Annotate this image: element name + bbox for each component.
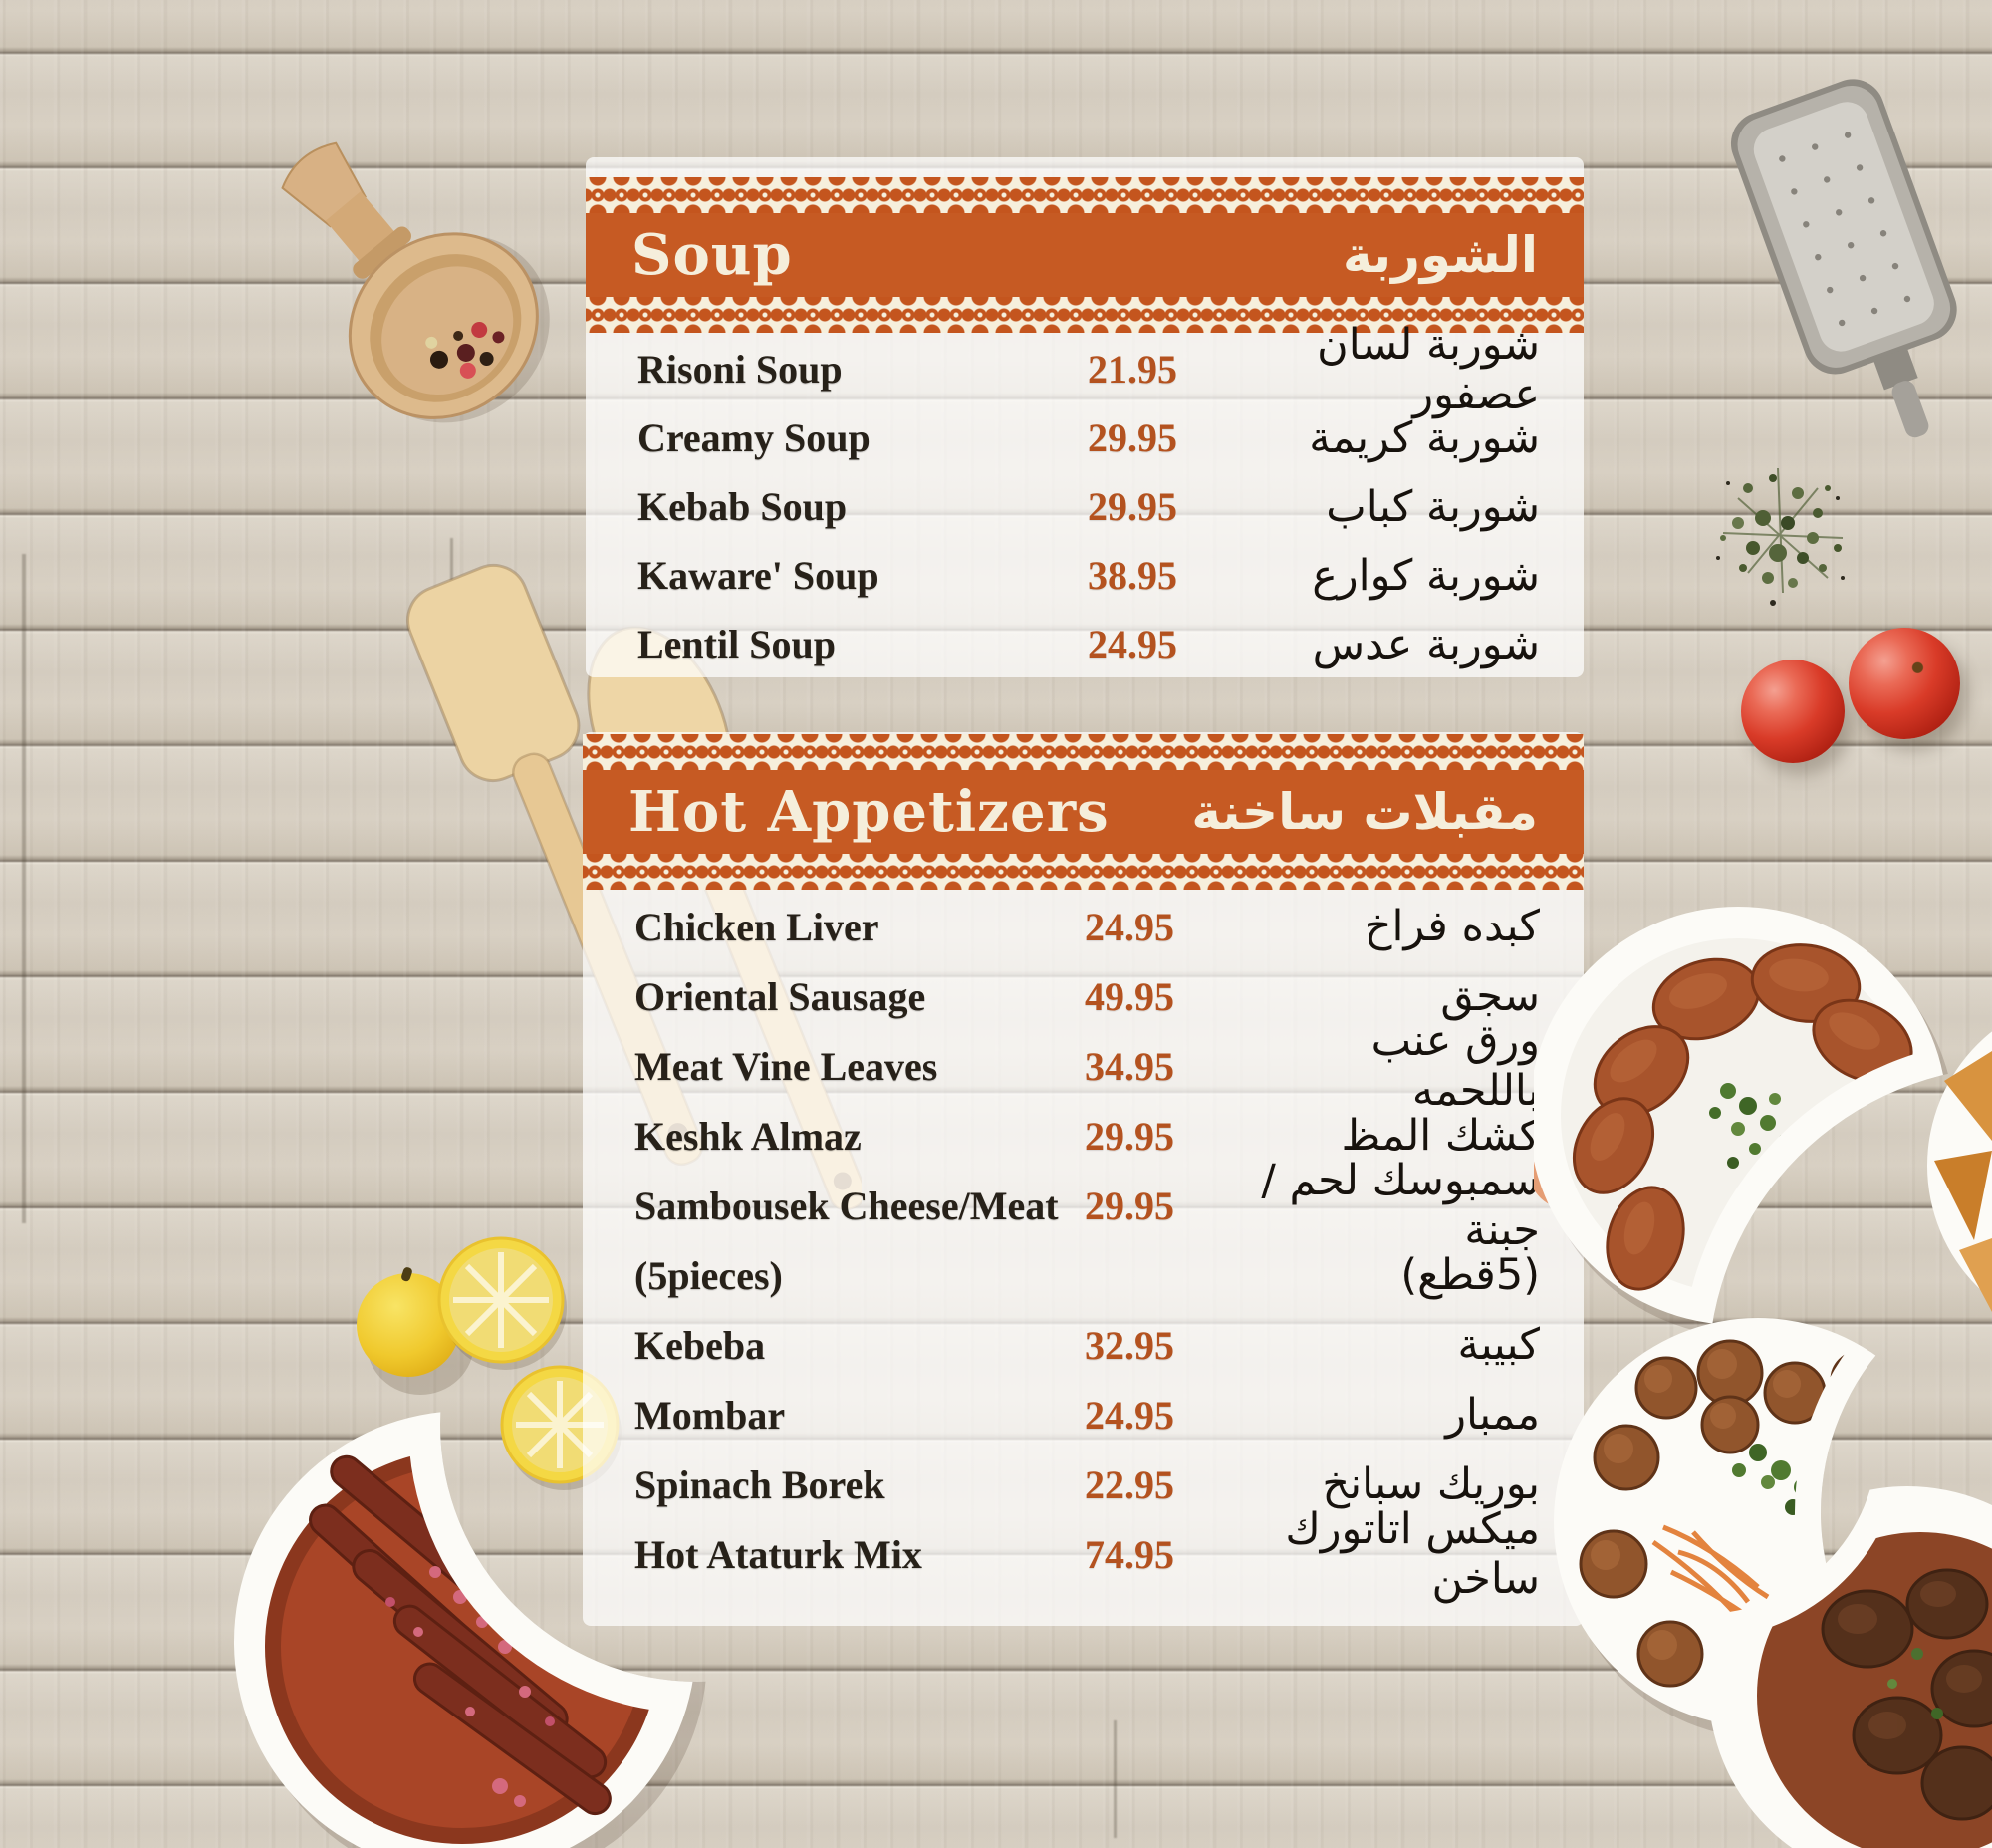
menu-item-row: Sambousek Cheese/Meat 29.95 سمبوسك لحم /جب… [583,1156,1584,1255]
section-title-en: Hot Appetizers [628,779,1110,845]
menu-item-row: Creamy Soup 29.95 شوربة كريمة [586,403,1584,472]
item-name-en: Creamy Soup [637,415,871,460]
wood-seam [22,554,26,1223]
item-name-ar: كشك المظ [1341,1111,1540,1161]
item-price: 24.95 [1085,1392,1174,1438]
item-name-en: Spinach Borek [634,1461,885,1507]
wood-seam [1114,1720,1117,1838]
menu-section-hot-appetizers: Hot Appetizers مقبلات ساخنة Chicken Live… [583,732,1584,1626]
item-name-ar: كبده فراخ [1364,902,1540,951]
item-name-en: Chicken Liver [634,904,879,949]
metal-grater-image [1730,79,1957,438]
lace-border-top [586,177,1584,213]
item-price: 29.95 [1088,484,1177,529]
kibbeh-plate-image [1534,907,1955,1337]
item-price: 32.95 [1085,1322,1174,1368]
item-price: 24.95 [1088,622,1177,666]
menu-item-row: (5pieces) (5قطع) [583,1240,1584,1310]
menu-item-row: Kebeba 32.95 كبيبة [583,1310,1584,1380]
lace-border-bottom [583,854,1584,890]
item-name-en: Mombar [634,1392,786,1438]
lace-border-bottom [586,297,1584,333]
item-name-ar: سمبوسك لحم /جبنة [1261,1156,1540,1255]
menu-item-row: Keshk Almaz 29.95 كشك المظ [583,1101,1584,1171]
menu-item-row: Meat Vine Leaves 34.95 ورق عنب باللحمه [583,1016,1584,1116]
item-name-en: Kebeba [634,1322,766,1368]
item-name-ar: شوربة كريمة [1309,412,1540,463]
menu-item-row: Spinach Borek 22.95 بوريك سبانخ [583,1450,1584,1519]
tomato-image [1741,660,1845,763]
section-banner: Hot Appetizers مقبلات ساخنة [583,734,1584,890]
item-name-en: (5pieces) [634,1252,783,1298]
item-name-en: Meat Vine Leaves [634,1043,938,1089]
item-name-en: Oriental Sausage [634,973,926,1019]
menu-item-row: Risoni Soup 21.95 شوربة لسان عصفور [586,320,1584,419]
menu-item-row: Lentil Soup 24.95 شوربة عدس [586,610,1584,678]
section-banner: Soup الشوربة [586,177,1584,333]
section-title-ar: مقبلات ساخنة [1191,783,1538,841]
item-name-en: Sambousek Cheese/Meat [634,1183,1059,1228]
item-name-ar: (5قطع) [1400,1250,1540,1300]
meat-stew-bowl-image [1708,1486,1992,1848]
item-name-ar: ورق عنب باللحمه [1370,1016,1540,1116]
item-name-ar: شوربة كوارع [1312,550,1540,601]
menu-section-soup: Soup الشوربة Risoni Soup 21.95 شوربة لسان … [586,157,1584,677]
item-name-ar: سجق [1440,971,1540,1021]
menu-item-row: Chicken Liver 24.95 كبده فراخ [583,892,1584,961]
item-name-en: Kaware' Soup [637,553,879,598]
sausage-plate-image [234,1411,707,1848]
menu-item-row: Kebab Soup 29.95 شوربة كباب [586,472,1584,541]
menu-item-row: Oriental Sausage 49.95 سجق [583,961,1584,1031]
item-name-en: Risoni Soup [637,347,843,392]
item-price: 29.95 [1085,1183,1174,1228]
item-name-en: Lentil Soup [637,622,836,666]
item-price: 21.95 [1088,347,1177,392]
item-name-ar: ميكس اتاتورك ساخن [1285,1504,1540,1604]
menu-items-list: Risoni Soup 21.95 شوربة لسان عصفور Creamy S… [586,320,1584,678]
wooden-spice-scoop-image [281,141,550,423]
section-title-ar: الشوربة [1342,226,1538,284]
section-title-en: Soup [631,222,793,288]
item-name-en: Keshk Almaz [634,1113,862,1159]
item-price: 24.95 [1085,904,1174,949]
thyme-sprigs-image [1716,467,1845,606]
item-name-en: Kebab Soup [637,484,848,529]
item-price: 29.95 [1088,415,1177,460]
item-name-ar: شوربة كباب [1326,481,1540,532]
item-name-ar: ممبار [1445,1390,1540,1440]
item-price: 74.95 [1085,1531,1174,1577]
sambousek-plate-image [1927,1031,1992,1312]
item-name-ar: شوربة عدس [1312,619,1540,669]
tomato-image [1849,628,1960,739]
item-price: 38.95 [1088,553,1177,598]
lace-border-top [583,734,1584,770]
item-price: 22.95 [1085,1461,1174,1507]
item-name-ar: بوريك سبانخ [1322,1459,1540,1509]
item-name-ar: شوربة لسان عصفور [1317,319,1540,419]
item-price: 49.95 [1085,973,1174,1019]
item-name-ar: كبيبة [1457,1320,1540,1370]
item-price: 34.95 [1085,1043,1174,1089]
menu-item-row: Kaware' Soup 38.95 شوربة كوارع [586,541,1584,610]
item-price: 29.95 [1085,1113,1174,1159]
menu-item-row: Mombar 24.95 ممبار [583,1380,1584,1450]
